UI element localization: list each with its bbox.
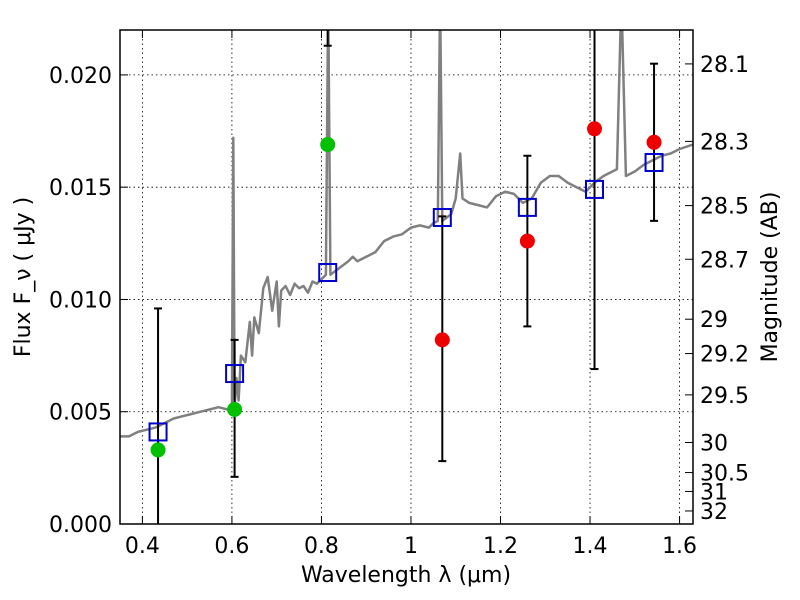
red-data-point [519,233,535,249]
x-tick-label: 0.4 [125,534,160,559]
x-tick-label: 1.4 [573,534,608,559]
y-tick-label: 0.015 [49,176,112,201]
y-axis-title-right: Magnitude (AB) [758,192,783,363]
ticks: 0.4 0.6 0.8 1 1.2 1.4 1.6 0.000 0.005 0.010 0.015 0… [49,30,749,559]
y-tick-label: 0.010 [49,288,112,313]
x-tick-label: 1.6 [662,534,697,559]
y-axis-title: Flux F_ν ( μJy ) [11,197,36,357]
model-square-marker [148,422,168,442]
x-tick-label: 1.2 [483,534,518,559]
plot-frame [119,29,694,525]
red-data-point [646,134,662,150]
right-tick-label: 29 [700,308,728,333]
data-layer [120,30,693,524]
right-tick-label: 29.5 [700,384,749,409]
right-tick-label: 31 [700,480,728,505]
model-square-marker [517,197,537,217]
right-tick-label: 28.3 [700,130,749,155]
y-tick-label: 0.000 [49,513,112,538]
right-tick-label: 28.7 [700,248,749,273]
x-tick-label: 1 [404,534,418,559]
green-data-point [227,401,243,417]
y-tick-label: 0.005 [49,401,112,426]
green-data-point [150,442,166,458]
right-tick-label: 30 [700,431,728,456]
x-tick-label: 0.6 [214,534,249,559]
right-tick-label: 28.1 [700,53,749,78]
red-data-point [434,332,450,348]
x-axis-title: Wavelength λ (μm) [301,563,511,588]
model-square-marker [432,207,452,227]
right-tick-label: 30.5 [700,462,749,487]
x-tick-label: 0.8 [304,534,339,559]
model-square-marker [644,152,664,172]
plot-area [120,30,693,524]
y-tick-label: 0.020 [49,64,112,89]
model-square-marker [585,179,605,199]
model-square-marker [318,263,338,283]
right-tick-label: 29.2 [700,343,749,368]
right-tick-label: 28.5 [700,195,749,220]
green-data-point [320,137,336,153]
spectrum-line [120,30,693,438]
model-square-marker [225,364,245,384]
red-data-point [587,121,603,137]
right-tick-label: 32 [700,500,728,525]
